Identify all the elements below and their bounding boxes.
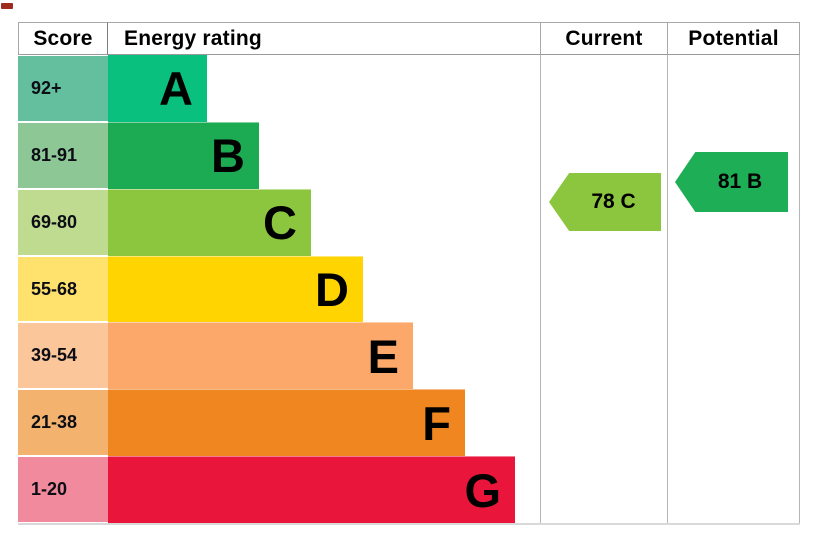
band-bar-b: B — [108, 121, 259, 189]
energy-rating-column-header: Energy rating — [108, 22, 540, 55]
score-range-f: 21-38 — [18, 389, 108, 457]
band-row-b: 81-91 B — [18, 121, 540, 189]
band-row-d: 55-68 D — [18, 255, 540, 323]
band-row-f: 21-38 F — [18, 389, 540, 457]
potential-column-header: Potential — [667, 22, 800, 55]
score-range-g: 1-20 — [18, 456, 108, 524]
score-range-a: 92+ — [18, 55, 108, 122]
band-bar-d: D — [108, 255, 363, 323]
score-range-b: 81-91 — [18, 121, 108, 189]
energy-bands: 92+ A 81-91 B 69-80 C 55-68 D 39-54 E 21… — [18, 55, 540, 524]
band-bar-e: E — [108, 322, 413, 390]
band-bar-g: G — [108, 456, 515, 524]
current-column-header: Current — [540, 22, 667, 55]
current-rating-column: 78 C — [540, 55, 667, 523]
score-column-header: Score — [18, 22, 108, 55]
epc-rating-chart: Score Energy rating Current Potential 92… — [18, 22, 800, 525]
potential-rating-column: 81 B — [667, 55, 800, 523]
band-row-g: 1-20 G — [18, 456, 540, 524]
table-body: 92+ A 81-91 B 69-80 C 55-68 D 39-54 E 21… — [18, 55, 800, 525]
score-range-d: 55-68 — [18, 255, 108, 323]
potential-rating-arrow: 81 B — [675, 152, 788, 212]
score-range-e: 39-54 — [18, 322, 108, 390]
band-row-c: 69-80 C — [18, 188, 540, 256]
band-bar-a: A — [108, 55, 207, 122]
table-header-row: Score Energy rating Current Potential — [18, 22, 800, 55]
band-bar-c: C — [108, 188, 311, 256]
band-row-a: 92+ A — [18, 55, 540, 122]
band-row-e: 39-54 E — [18, 322, 540, 390]
current-rating-arrow: 78 C — [549, 173, 661, 231]
corner-artifact — [1, 3, 13, 9]
score-range-c: 69-80 — [18, 188, 108, 256]
band-bar-f: F — [108, 389, 465, 457]
